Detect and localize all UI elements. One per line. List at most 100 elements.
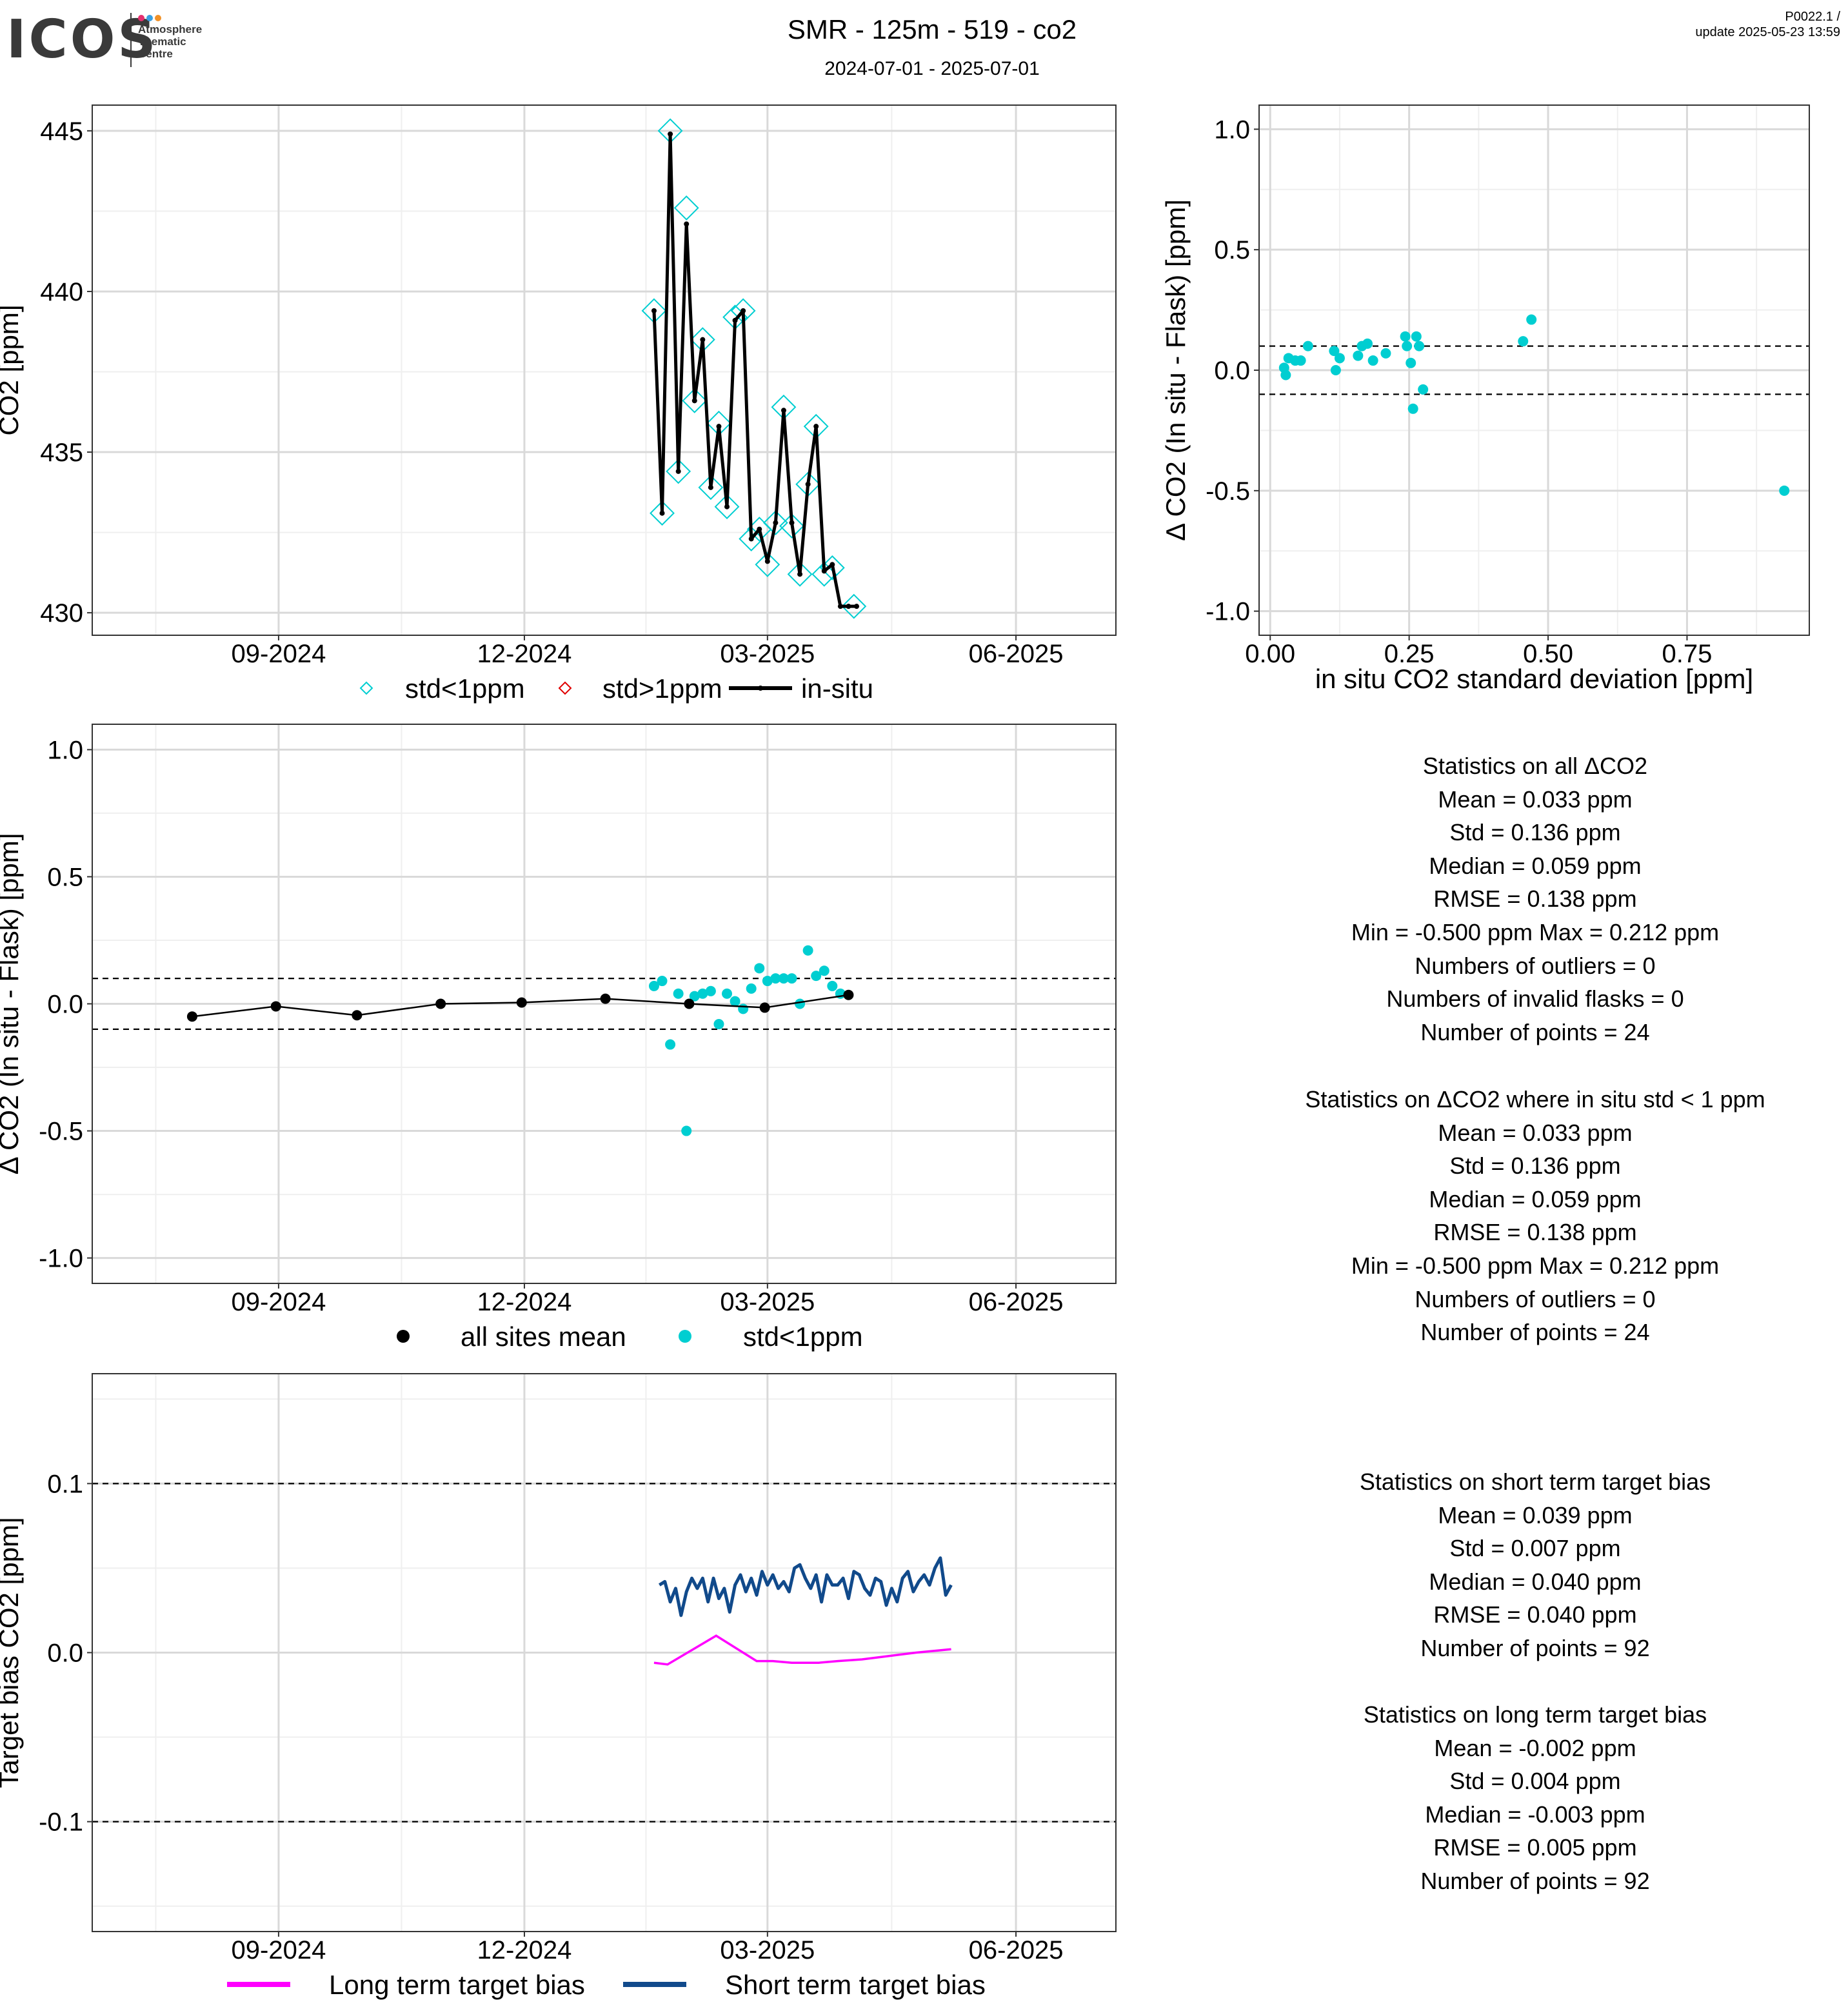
data-point-std-lt-1ppm (698, 475, 724, 500)
data-point-std-lt-1ppm (657, 976, 668, 987)
stats-long-term-bias: Statistics on long term target bias Mean… (1174, 1698, 1848, 1898)
data-point-in-situ (675, 468, 681, 474)
logo-caption-line: Centre (138, 48, 173, 60)
y-tick-label: 0.1 (47, 1470, 83, 1498)
data-point-std-lt-1ppm (673, 195, 699, 221)
stats-line: RMSE = 0.040 ppm (1433, 1601, 1637, 1628)
data-point-all-sites-mean (516, 997, 527, 1008)
stats-line: Mean = 0.033 ppm (1438, 1119, 1633, 1146)
stats-line: Std = 0.136 ppm (1449, 819, 1621, 846)
x-tick-label: 0.75 (1662, 640, 1713, 668)
stats-line: Mean = -0.002 ppm (1434, 1734, 1636, 1761)
data-point-std-lt-1ppm (1406, 357, 1416, 368)
data-point-in-situ (773, 520, 779, 526)
stats-line: Std = 0.004 ppm (1449, 1768, 1621, 1795)
x-tick-label: 09-2024 (232, 1936, 326, 1964)
stats-line: Number of points = 24 (1420, 1319, 1650, 1346)
data-point-in-situ (691, 398, 697, 404)
stats-heading: Statistics on ΔCO2 where in situ std < 1… (1305, 1086, 1765, 1112)
y-tick-label: -1.0 (39, 1245, 83, 1273)
y-tick-label: 445 (40, 117, 83, 146)
stats-line: Number of points = 92 (1420, 1867, 1650, 1894)
y-axis-title: Target bias CO2 [ppm] (0, 1517, 24, 1788)
data-point-std-lt-1ppm (1330, 365, 1341, 375)
data-point-std-lt-1ppm (648, 980, 659, 991)
data-point-all-sites-mean (600, 993, 611, 1004)
data-point-std-lt-1ppm (1329, 346, 1340, 357)
data-point-in-situ (821, 568, 827, 574)
y-tick-label: -0.5 (1206, 477, 1250, 506)
data-point-std-lt-1ppm (1526, 314, 1537, 325)
data-point-in-situ (732, 317, 738, 323)
plot-border (92, 1373, 1117, 1932)
data-point-std-lt-1ppm (841, 593, 867, 619)
data-point-std-lt-1ppm (811, 971, 822, 982)
y-tick-label: 0.0 (47, 1639, 83, 1668)
data-point-in-situ (780, 408, 786, 413)
data-point-std-lt-1ppm (666, 459, 691, 484)
x-axis-title: in situ CO2 standard deviation [ppm] (1315, 664, 1753, 694)
data-point-in-situ (757, 526, 762, 532)
data-point-all-sites-mean (684, 998, 695, 1009)
data-point-in-situ (700, 337, 706, 342)
update-timestamp: update 2025-05-23 13:59 (1695, 25, 1840, 39)
data-point-in-situ (805, 481, 811, 487)
x-tick-label: 03-2025 (720, 640, 815, 668)
stats-line: Median = 0.040 ppm (1429, 1568, 1642, 1595)
stats-line: Mean = 0.039 ppm (1438, 1501, 1633, 1528)
product-code: P0022.1 / (1785, 10, 1840, 24)
update-info: P0022.1 / update 2025-05-23 13:59 (1695, 9, 1840, 40)
x-tick-label: 06-2025 (969, 1288, 1064, 1316)
data-point-std-lt-1ppm (802, 945, 813, 956)
data-point-std-lt-1ppm (795, 998, 806, 1009)
y-tick-label: 0.5 (47, 863, 83, 891)
data-point-std-lt-1ppm (705, 985, 716, 996)
data-point-std-lt-1ppm (730, 996, 740, 1007)
series-line-long-term-bias (653, 1634, 951, 1666)
stats-short-term-bias: Statistics on short term target bias Mea… (1174, 1465, 1848, 1665)
x-tick-label: 09-2024 (232, 1288, 326, 1316)
stats-line: Numbers of outliers = 0 (1415, 1285, 1656, 1312)
data-point-all-sites-mean (435, 998, 446, 1009)
data-point-std-lt-1ppm (1402, 341, 1413, 351)
page-period: 2024-07-01 - 2025-07-01 (824, 58, 1040, 79)
plot-border (92, 724, 1117, 1284)
data-point-in-situ (668, 131, 673, 137)
stats-line: RMSE = 0.138 ppm (1433, 885, 1637, 913)
legend-key-std-lt-1ppm (359, 681, 373, 695)
data-point-std-lt-1ppm (1380, 348, 1391, 359)
legend-label: in-situ (801, 673, 873, 704)
data-point-in-situ (797, 571, 803, 577)
legend-label: Short term target bias (725, 1970, 986, 2000)
data-point-std-lt-1ppm (682, 388, 708, 413)
legend-key-in-situ-dot (758, 686, 763, 691)
stats-line: Mean = 0.033 ppm (1438, 786, 1633, 813)
data-point-std-lt-1ppm (1362, 338, 1373, 349)
legend-label: all sites mean (461, 1321, 626, 1352)
data-point-in-situ (789, 520, 795, 526)
y-tick-label: 0.0 (1214, 357, 1250, 385)
stats-line: Median = 0.059 ppm (1429, 852, 1642, 879)
x-tick-label: 0.50 (1523, 640, 1573, 668)
stats-line: Std = 0.007 ppm (1449, 1535, 1621, 1562)
x-tick-label: 12-2024 (477, 640, 572, 668)
stats-heading: Statistics on all ΔCO2 (1422, 753, 1648, 779)
y-tick-label: -1.0 (1206, 598, 1250, 626)
legend-label: Long term target bias (329, 1970, 585, 2000)
x-tick-label: 0.00 (1245, 640, 1295, 668)
legend: all sites mean std<1ppm (397, 1321, 863, 1352)
data-point-all-sites-mean (759, 1002, 770, 1013)
plot-border (1258, 104, 1810, 636)
x-tick-label: 03-2025 (720, 1936, 815, 1964)
data-point-in-situ (764, 559, 770, 564)
y-tick-label: 1.0 (1214, 115, 1250, 144)
data-point-std-lt-1ppm (746, 983, 757, 994)
x-tick-label: 03-2025 (720, 1288, 815, 1316)
data-point-in-situ (846, 604, 851, 609)
data-point-std-lt-1ppm (681, 1125, 692, 1136)
legend-key-std-lt-1ppm (679, 1330, 691, 1343)
stats-line: Numbers of invalid flasks = 0 (1386, 985, 1684, 1013)
legend: std<1ppm std>1ppm in-situ (359, 673, 873, 704)
stats-heading: Statistics on short term target bias (1359, 1468, 1711, 1495)
